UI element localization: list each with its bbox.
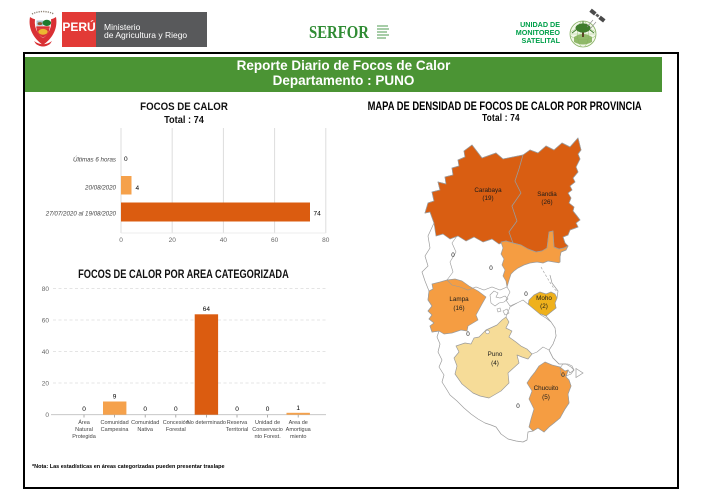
- svg-text:nto Forest.: nto Forest.: [254, 434, 281, 440]
- svg-text:40: 40: [42, 349, 50, 356]
- svg-text:Puno: Puno: [488, 351, 503, 358]
- svg-text:40: 40: [220, 237, 228, 244]
- svg-text:0: 0: [266, 406, 270, 413]
- svg-text:Chucuito: Chucuito: [534, 385, 559, 392]
- svg-text:Natural: Natural: [75, 427, 93, 433]
- svg-text:Concesión: Concesión: [163, 420, 189, 426]
- svg-text:4: 4: [136, 185, 140, 192]
- svg-text:Comunidad: Comunidad: [101, 420, 129, 426]
- svg-text:0: 0: [143, 406, 147, 413]
- svg-text:(4): (4): [491, 360, 499, 367]
- svg-text:(26): (26): [541, 199, 552, 206]
- svg-text:(16): (16): [453, 305, 464, 312]
- svg-text:Amortigua: Amortigua: [286, 427, 312, 433]
- svg-text:Comunidad: Comunidad: [131, 420, 159, 426]
- svg-text:0: 0: [561, 372, 565, 379]
- svg-text:Conservacio: Conservacio: [252, 427, 283, 433]
- svg-text:64: 64: [203, 306, 211, 313]
- svg-text:20: 20: [42, 381, 50, 388]
- svg-text:Forestal: Forestal: [166, 427, 186, 433]
- svg-text:Protegida: Protegida: [72, 434, 96, 440]
- svg-text:0: 0: [235, 406, 239, 413]
- svg-text:Carabaya: Carabaya: [474, 187, 502, 194]
- svg-text:0: 0: [119, 237, 123, 244]
- svg-text:Nativa: Nativa: [137, 427, 154, 433]
- svg-text:20: 20: [169, 237, 177, 244]
- svg-text:Unidad de: Unidad de: [255, 420, 280, 426]
- svg-text:9: 9: [113, 394, 117, 401]
- svg-text:0: 0: [82, 406, 86, 413]
- svg-text:Área: Área: [78, 419, 91, 426]
- svg-text:60: 60: [271, 237, 279, 244]
- svg-text:1: 1: [296, 405, 300, 412]
- svg-text:20/08/2020: 20/08/2020: [84, 185, 117, 192]
- svg-text:0: 0: [451, 252, 455, 259]
- svg-text:80: 80: [42, 286, 50, 293]
- svg-text:0: 0: [524, 291, 528, 298]
- svg-text:0: 0: [124, 156, 128, 163]
- svg-text:Territorial: Territorial: [226, 427, 249, 433]
- svg-text:Moho: Moho: [536, 295, 552, 302]
- svg-text:60: 60: [42, 318, 50, 325]
- svg-text:Lampa: Lampa: [449, 296, 469, 303]
- svg-text:(2): (2): [540, 303, 548, 310]
- svg-text:27/07/2020 al 19/08/2020: 27/07/2020 al 19/08/2020: [45, 211, 117, 218]
- svg-text:0: 0: [466, 331, 470, 338]
- svg-text:0: 0: [516, 403, 520, 410]
- svg-text:Últimas 6 horas: Últimas 6 horas: [73, 157, 116, 164]
- svg-text:Sandia: Sandia: [537, 191, 557, 198]
- svg-text:(19): (19): [482, 195, 493, 202]
- svg-text:miento: miento: [290, 434, 307, 440]
- svg-text:Campesina: Campesina: [101, 427, 130, 433]
- svg-text:Area de: Area de: [289, 420, 308, 426]
- svg-text:Reserva: Reserva: [227, 420, 248, 426]
- svg-text:No determinado: No determinado: [187, 420, 226, 426]
- svg-text:(5): (5): [542, 394, 550, 401]
- svg-text:0: 0: [45, 412, 49, 419]
- svg-text:74: 74: [314, 211, 322, 218]
- svg-text:0: 0: [174, 406, 178, 413]
- svg-text:0: 0: [489, 265, 493, 272]
- svg-text:80: 80: [322, 237, 330, 244]
